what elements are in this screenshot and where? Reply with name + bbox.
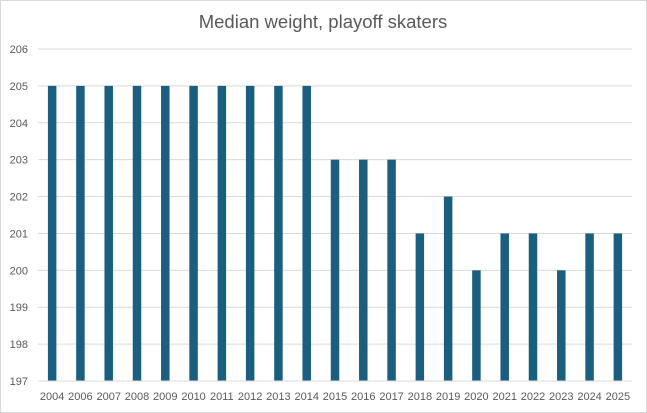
- bar-2019: [443, 196, 453, 381]
- x-tick-label: 2021: [492, 391, 516, 403]
- x-tick-label: 2024: [577, 391, 601, 403]
- x-tick-label: 2014: [294, 391, 318, 403]
- bar-2009: [161, 85, 170, 381]
- y-tick-label: 204: [10, 118, 28, 130]
- x-tick-label: 2004: [40, 391, 64, 403]
- y-tick-label: 202: [10, 192, 28, 204]
- y-tick-label: 205: [10, 81, 28, 93]
- x-tick-label: 2025: [606, 391, 630, 403]
- x-tick-label: 2020: [464, 391, 488, 403]
- x-tick-label: 2018: [408, 391, 432, 403]
- bars: [47, 85, 623, 381]
- x-tick-label: 2011: [210, 391, 234, 403]
- x-tick-label: 2007: [96, 391, 120, 403]
- bar-2008: [132, 85, 142, 381]
- bar-2023: [557, 270, 566, 381]
- x-tick-label: 2006: [68, 391, 92, 403]
- bar-2007: [104, 85, 113, 381]
- bar-2018: [415, 233, 425, 381]
- bar-2021: [500, 233, 509, 381]
- x-tick-label: 2016: [351, 391, 375, 403]
- x-tick-label: 2022: [521, 391, 545, 403]
- bar-2012: [245, 85, 255, 381]
- bar-2013: [274, 85, 283, 381]
- chart-title: Median weight, playoff skaters: [199, 11, 448, 32]
- x-tick-label: 2008: [125, 391, 149, 403]
- x-tick-label: 2009: [153, 391, 177, 403]
- bar-2024: [585, 233, 594, 381]
- x-tick-label: 2010: [181, 391, 205, 403]
- y-tick-label: 200: [10, 265, 28, 277]
- bar-2015: [330, 159, 340, 381]
- bar-2020: [472, 270, 481, 381]
- bar-2025: [613, 233, 623, 381]
- y-tick-label: 198: [10, 339, 28, 351]
- bar-2014: [302, 85, 311, 381]
- y-tick-label: 201: [10, 228, 28, 240]
- bar-2016: [359, 159, 368, 381]
- x-tick-label: 2015: [323, 391, 347, 403]
- bar-2017: [387, 159, 396, 381]
- y-axis-ticks: 197 198 199 200 201 202 203 204 205 206: [10, 44, 28, 388]
- y-tick-label: 199: [10, 302, 28, 314]
- bar-2006: [76, 85, 85, 381]
- x-tick-label: 2012: [238, 391, 262, 403]
- bar-2004: [47, 85, 57, 381]
- bar-2010: [189, 85, 198, 381]
- x-tick-label: 2013: [266, 391, 290, 403]
- y-tick-label: 203: [10, 155, 28, 167]
- x-axis-ticks: 2004 2006 2007 2008 2009 2010 2011 2012 2013 2014…: [40, 391, 630, 403]
- y-tick-label: 206: [10, 44, 28, 56]
- x-tick-label: 2017: [379, 391, 403, 403]
- y-tick-label: 197: [10, 376, 28, 388]
- bar-2011: [217, 85, 227, 381]
- x-tick-label: 2023: [549, 391, 573, 403]
- x-tick-label: 2019: [436, 391, 460, 403]
- bar-2022: [528, 233, 538, 381]
